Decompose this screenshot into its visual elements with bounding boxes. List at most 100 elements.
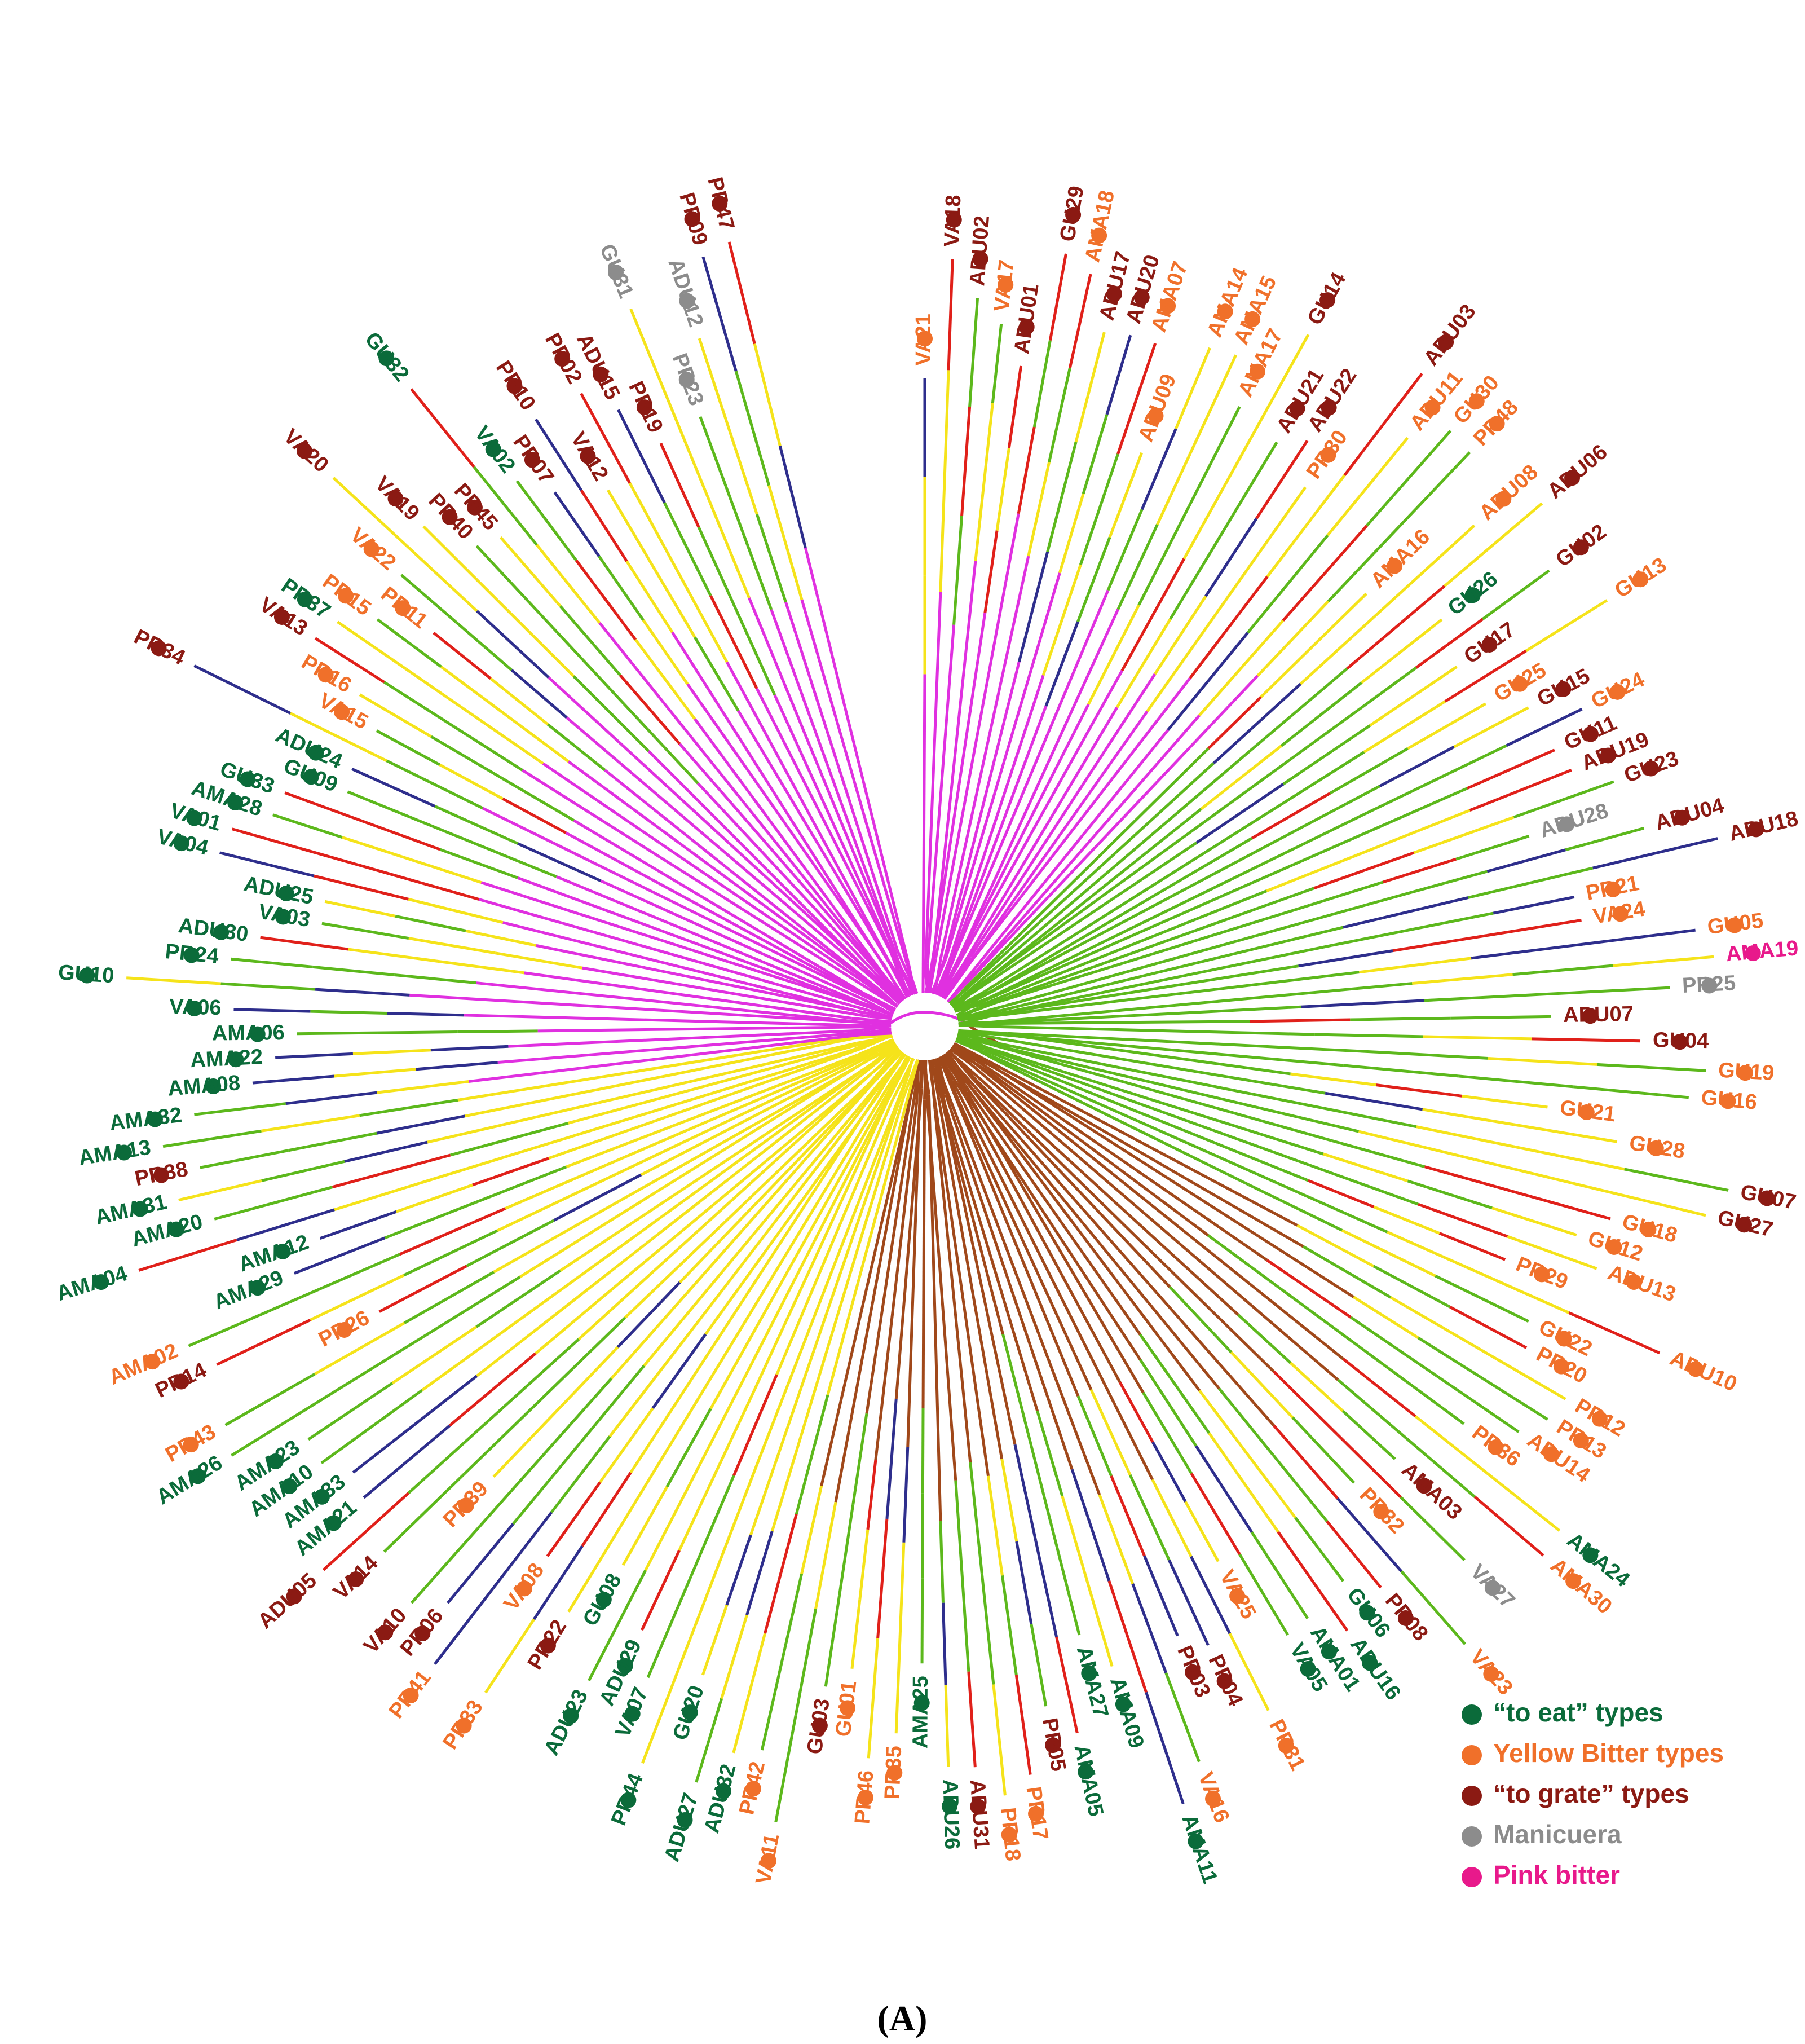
leaf-label-PR19: PR19 (624, 378, 667, 437)
leaf-label-GU19: GU19 (1718, 1059, 1775, 1086)
leaf-label-ADU05: ADU05 (253, 1569, 321, 1633)
leaf-dot-GU12 (1606, 1239, 1622, 1255)
branch-PR16 (359, 693, 897, 1011)
branch-AMA07 (934, 343, 1157, 995)
leaf-label-GU14: GU14 (1303, 268, 1351, 329)
leaf-dot-AMA30 (1565, 1573, 1582, 1589)
leaf-dot-GU28 (1648, 1140, 1664, 1156)
leaf-dot-VA15 (334, 704, 350, 720)
branch-AMA26 (231, 1045, 898, 1457)
branch-VA23 (944, 1052, 1467, 1645)
leaf-dot-ADU04 (1674, 809, 1690, 826)
branch-ADU12 (698, 338, 918, 994)
branch-PR38 (200, 1033, 893, 1169)
branch-AMA01 (943, 1053, 1309, 1619)
legend-swatch-yellow-bitter (1462, 1745, 1482, 1765)
branch-ADU08 (948, 524, 1476, 1005)
leaf-label-VA06: VA06 (169, 995, 222, 1020)
leaf-dot-GU31 (607, 264, 624, 280)
branch-AMA30 (949, 1047, 1544, 1557)
leaf-dot-ADU25 (278, 886, 294, 902)
branch-GU32 (410, 388, 905, 1001)
leaf-dot-GU16 (1720, 1093, 1736, 1109)
branch-AMA06 (297, 1025, 892, 1036)
leaf-dot-GU19 (1737, 1065, 1753, 1081)
branch-PR45 (499, 536, 904, 1002)
branch-AMA10 (320, 1045, 899, 1465)
leaf-dot-GU06 (1359, 1605, 1375, 1621)
leaf-dot-AMA09 (1115, 1696, 1131, 1712)
leaf-dot-AMA19 (1745, 945, 1761, 962)
leaf-dot-AMA02 (144, 1354, 161, 1370)
branch-PR22 (567, 1055, 911, 1613)
branch-VA06 (233, 1008, 892, 1028)
branch-GU14 (939, 334, 1310, 998)
leaf-dot-AMA15 (1244, 311, 1261, 327)
leaf-dot-VA17 (998, 276, 1014, 293)
leaf-dot-GU24 (1609, 684, 1626, 700)
leaf-dot-PR19 (636, 399, 652, 416)
leaf-dot-PR23 (678, 372, 695, 388)
leaf-dot-ADU03 (1438, 334, 1454, 350)
branch-AMA19 (958, 955, 1714, 1025)
leaf-dot-PR40 (442, 509, 458, 525)
branch-GU13 (952, 599, 1608, 1010)
branch-GU05 (958, 928, 1696, 1026)
leaf-label-AMA06: AMA06 (212, 1021, 285, 1045)
leaf-dot-ADU21 (1289, 400, 1305, 417)
leaf-dot-AMA05 (1078, 1764, 1094, 1780)
leaf-dot-GU10 (79, 967, 95, 984)
leaf-dot-VA06 (186, 1001, 202, 1017)
leaf-dot-AMA16 (1387, 558, 1403, 574)
leaf-label-GU05: GU05 (1706, 909, 1765, 939)
branch-PR11 (433, 631, 899, 1008)
leaf-label-VA11: VA11 (752, 1832, 784, 1886)
branch-VA14 (383, 1048, 901, 1553)
leaf-label-ADU18: ADU18 (1727, 807, 1800, 846)
leaf-dot-VA20 (296, 443, 312, 459)
leaf-dot-ADU29 (617, 1658, 633, 1674)
leaf-dot-PR41 (403, 1687, 419, 1703)
branch-ADU22 (941, 440, 1309, 998)
leaf-dot-GU27 (1736, 1217, 1753, 1233)
branch-VA05 (941, 1055, 1289, 1636)
leaf-dot-VA12 (580, 448, 596, 464)
branch-PR33 (484, 1053, 907, 1694)
leaf-dot-AMA21 (325, 1515, 342, 1531)
leaf-label-AMA26: AMA26 (152, 1451, 227, 1509)
branch-AMA23 (307, 1042, 897, 1441)
leaf-dot-ADU19 (1600, 747, 1616, 764)
branch-GU18 (956, 1036, 1611, 1221)
leaf-label-ADU11: ADU11 (1405, 367, 1467, 435)
leaf-dot-AMA06 (249, 1026, 266, 1042)
leaf-dot-GU15 (1555, 681, 1572, 697)
leaf-label-AMA13: AMA13 (77, 1135, 153, 1170)
leaf-dot-PR36 (1488, 1439, 1504, 1456)
leaf-dot-GU33 (240, 771, 256, 787)
leaf-label-PR47: PR47 (703, 175, 739, 232)
leaf-dot-AMA13 (116, 1144, 132, 1161)
branch-AMA32 (194, 1032, 892, 1116)
leaf-label-GU20: GU20 (668, 1682, 709, 1743)
leaf-label-ADU27: ADU27 (660, 1790, 703, 1864)
leaf-dot-ADU15 (593, 366, 609, 382)
leaf-label-GU03: GU03 (803, 1697, 835, 1756)
leaf-label-GU29: GU29 (1056, 184, 1089, 243)
branch-ADU01 (926, 365, 1023, 993)
leaf-label-AMA32: AMA32 (108, 1103, 183, 1135)
leaf-dot-ADU30 (213, 924, 230, 940)
leaf-dot-ADU18 (1748, 821, 1764, 838)
leaf-label-AMA03: AMA03 (1397, 1458, 1466, 1525)
branch-PR47 (727, 241, 917, 995)
leaf-dot-ADU14 (1543, 1446, 1560, 1462)
leaf-dot-VA24 (1612, 906, 1629, 922)
leaf-label-PR25: PR25 (1682, 971, 1736, 998)
leaf-label-AMA08: AMA08 (167, 1071, 241, 1101)
leaf-label-PR05: PR05 (1038, 1716, 1070, 1773)
leaf-dot-AMA31 (132, 1201, 148, 1217)
leaf-dot-GU13 (1632, 571, 1649, 588)
leaf-dot-AMA27 (1081, 1665, 1097, 1681)
branch-VA24 (957, 918, 1582, 1021)
branch-AMA15 (938, 354, 1237, 997)
branch-VA03 (321, 922, 892, 1020)
